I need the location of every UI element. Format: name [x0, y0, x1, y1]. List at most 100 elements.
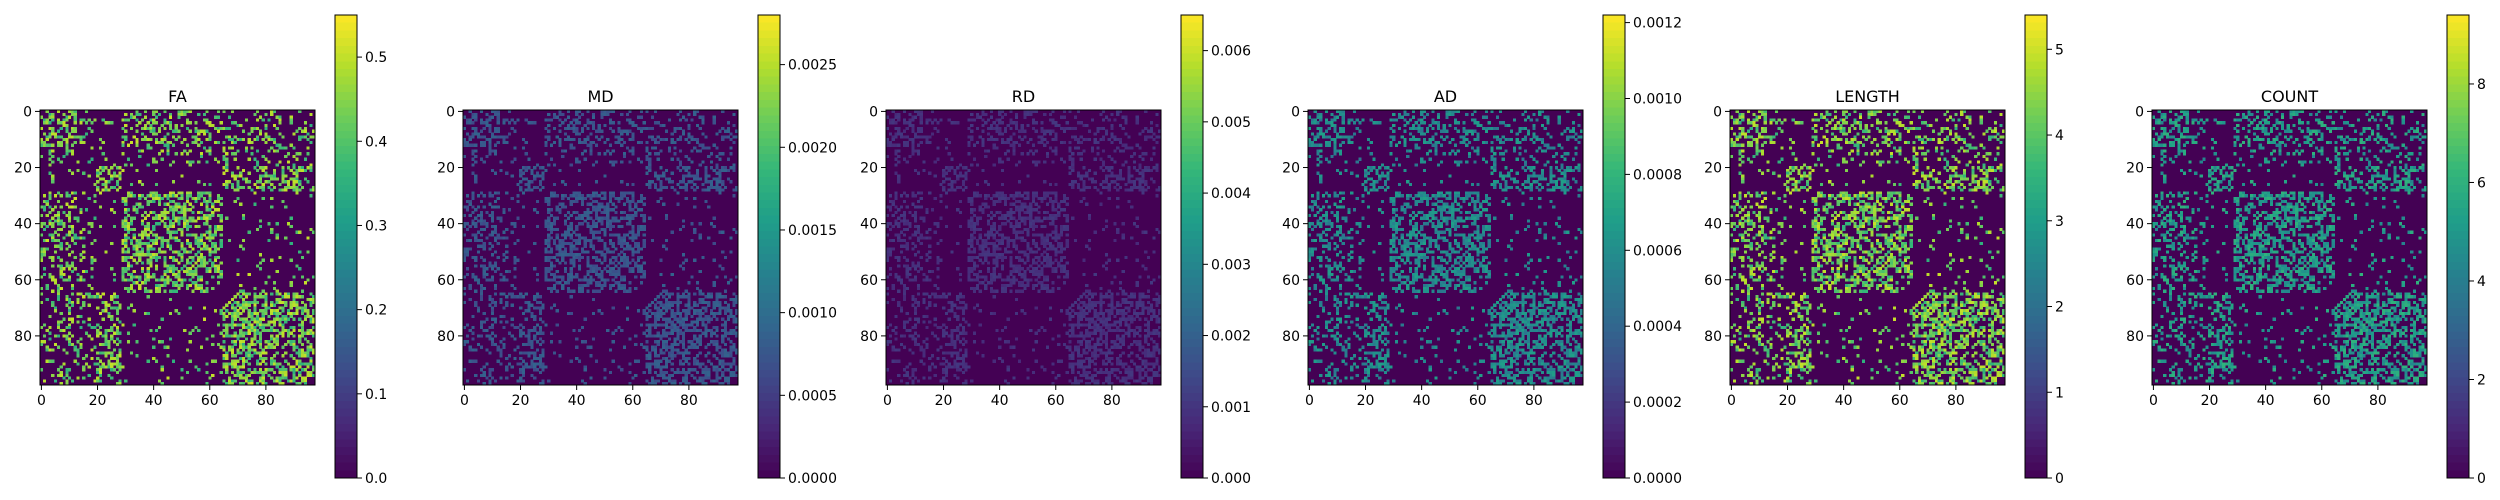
- heatmap-cell: [183, 278, 187, 282]
- heatmap-cell: [463, 154, 467, 159]
- heatmap-cell: [135, 168, 139, 173]
- heatmap-cell: [205, 261, 209, 265]
- heatmap-cell: [561, 149, 565, 153]
- heatmap-cell: [93, 118, 97, 122]
- heatmap-cell: [160, 250, 164, 254]
- heatmap-cell: [505, 135, 509, 139]
- heatmap-cell: [485, 112, 489, 116]
- heatmap-cell: [185, 152, 190, 156]
- heatmap-cell: [205, 222, 209, 226]
- heatmap-cell: [578, 216, 582, 220]
- heatmap-cell: [152, 118, 156, 122]
- heatmap-cell: [73, 118, 77, 122]
- heatmap-cell: [505, 365, 509, 369]
- heatmap-cell: [244, 306, 249, 310]
- heatmap-cell: [303, 317, 307, 321]
- heatmap-cell: [278, 370, 282, 375]
- heatmap-cell: [667, 351, 672, 355]
- heatmap-cell: [642, 312, 646, 316]
- heatmap-cell: [620, 112, 624, 116]
- heatmap-cell: [648, 135, 652, 139]
- heatmap-cell: [171, 129, 176, 133]
- heatmap-cell: [62, 225, 66, 229]
- heatmap-cell: [715, 345, 719, 349]
- heatmap-cell: [112, 340, 117, 344]
- heatmap-cell: [258, 166, 263, 170]
- heatmap-cell: [603, 208, 607, 212]
- heatmap-cell: [225, 185, 229, 189]
- heatmap-cell: [496, 140, 500, 145]
- heatmap-cell: [101, 300, 105, 304]
- heatmap-cell: [625, 216, 629, 220]
- heatmap-cell: [491, 132, 495, 136]
- heatmap-cell: [474, 348, 478, 352]
- heatmap-cell: [465, 239, 469, 243]
- heatmap-cell: [62, 272, 66, 276]
- heatmap-cell: [488, 379, 492, 383]
- heatmap-cell: [488, 143, 492, 147]
- colorbar-segment: [758, 323, 780, 332]
- heatmap-cell: [219, 126, 223, 130]
- heatmap-cell: [521, 171, 526, 175]
- heatmap-cell: [115, 337, 119, 341]
- heatmap-cell: [580, 222, 585, 226]
- heatmap-cell: [149, 289, 153, 293]
- heatmap-cell: [121, 278, 125, 282]
- heatmap-cell: [521, 373, 526, 377]
- heatmap-cell: [620, 328, 624, 333]
- heatmap-cell: [90, 258, 94, 262]
- heatmap-cell: [236, 166, 240, 170]
- heatmap-cell: [491, 331, 495, 335]
- heatmap-cell: [261, 174, 265, 178]
- heatmap-cell: [141, 205, 145, 209]
- heatmap-cell: [183, 205, 187, 209]
- heatmap-cell: [564, 250, 568, 254]
- heatmap-cell: [482, 241, 486, 246]
- heatmap-cell: [488, 370, 492, 375]
- heatmap-cell: [197, 236, 201, 240]
- heatmap-cell: [681, 356, 686, 361]
- heatmap-cell: [107, 121, 111, 125]
- heatmap-cell: [670, 320, 674, 324]
- heatmap-cell: [157, 216, 162, 220]
- heatmap-cell: [538, 342, 542, 347]
- heatmap-cell: [656, 312, 660, 316]
- heatmap-cell: [261, 182, 265, 187]
- heatmap-cell: [90, 157, 94, 161]
- heatmap-cell: [679, 359, 683, 363]
- heatmap-cell: [174, 283, 178, 288]
- heatmap-cell: [732, 342, 736, 347]
- heatmap-cell: [213, 157, 218, 161]
- heatmap-cell: [281, 180, 285, 184]
- heatmap-cell: [659, 370, 663, 375]
- heatmap-cell: [653, 174, 657, 178]
- heatmap-cell: [205, 191, 209, 195]
- heatmap-cell: [721, 382, 725, 386]
- heatmap-cell: [40, 340, 44, 344]
- heatmap-cell: [225, 160, 229, 164]
- heatmap-cell: [90, 129, 94, 133]
- heatmap-cell: [651, 135, 655, 139]
- heatmap-cell: [289, 121, 293, 125]
- heatmap-cell: [82, 269, 86, 274]
- heatmap-cell: [474, 239, 478, 243]
- heatmap-cell: [474, 126, 478, 130]
- heatmap-cell: [177, 227, 181, 232]
- heatmap-cell: [642, 241, 646, 246]
- heatmap-cell: [107, 328, 111, 333]
- heatmap-cell: [126, 286, 131, 290]
- heatmap-cell: [572, 146, 576, 150]
- heatmap-cell: [236, 314, 240, 319]
- heatmap-cell: [670, 373, 674, 377]
- heatmap-cell: [603, 267, 607, 271]
- heatmap-cell: [547, 269, 551, 274]
- heatmap-cell: [555, 253, 559, 257]
- heatmap-cell: [258, 340, 263, 344]
- heatmap-cell: [115, 174, 119, 178]
- heatmap-cell: [648, 323, 652, 327]
- heatmap-cell: [48, 272, 52, 276]
- heatmap-cell: [690, 373, 694, 377]
- heatmap-cell: [726, 135, 730, 139]
- heatmap-cell: [634, 124, 638, 128]
- heatmap-cell: [667, 379, 672, 383]
